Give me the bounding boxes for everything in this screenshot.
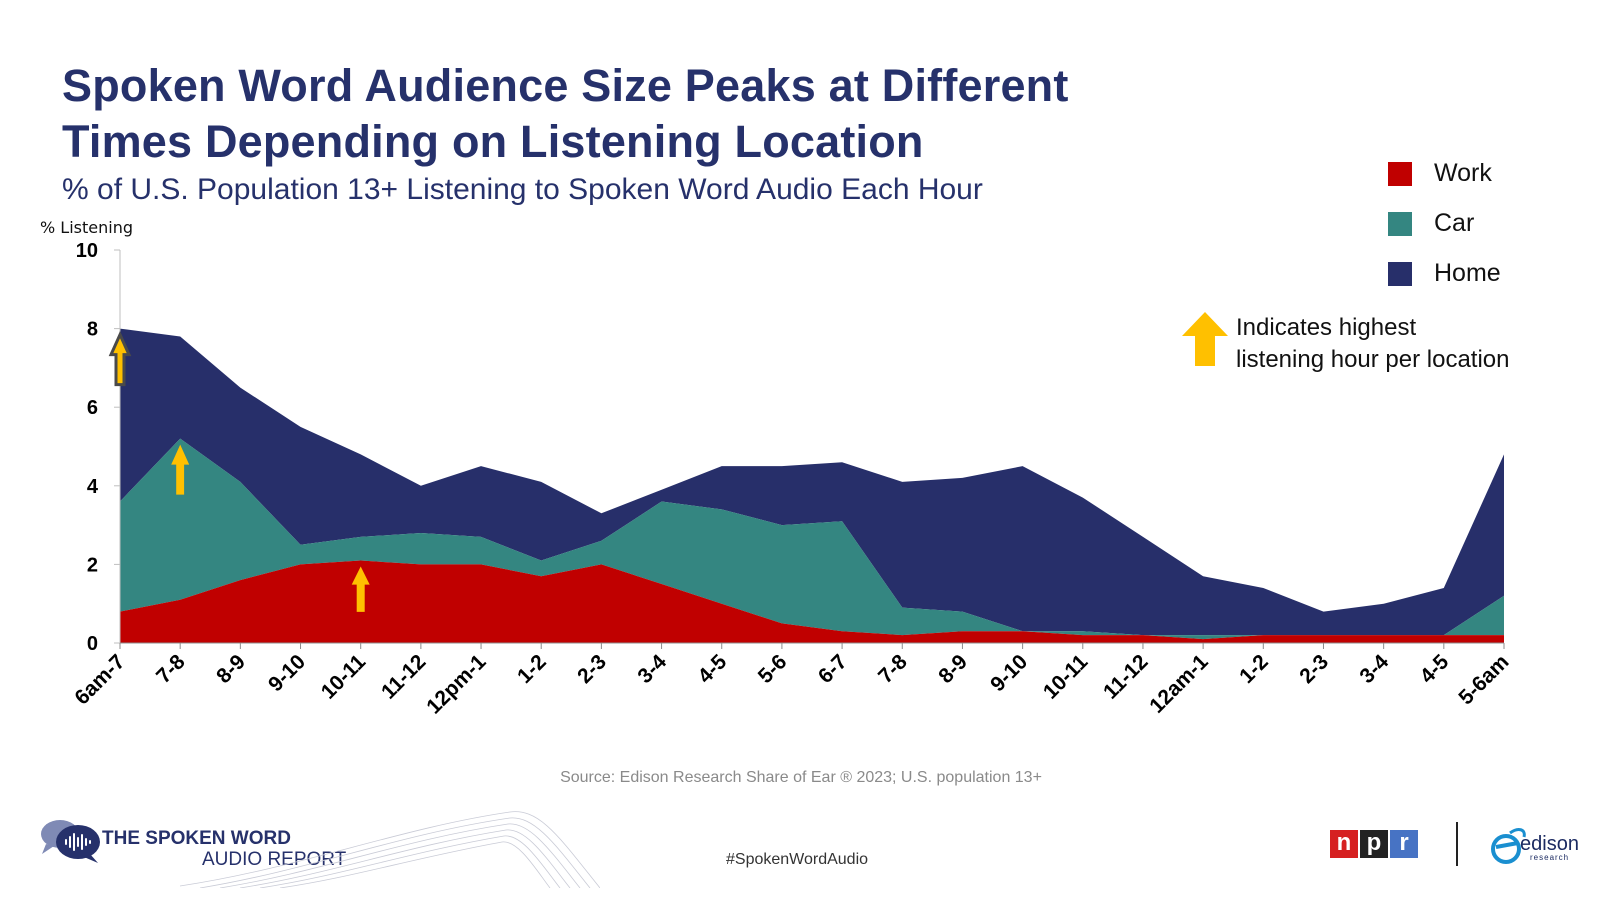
x-tick-label-4: 10-11 bbox=[317, 650, 371, 704]
y-tick-label-10: 10 bbox=[76, 240, 98, 262]
x-tick-label-14: 8-9 bbox=[934, 650, 972, 688]
npr-logo: n p r bbox=[1330, 830, 1420, 858]
x-tick-label-10: 4-5 bbox=[694, 650, 732, 688]
area-work bbox=[120, 560, 1504, 643]
peak-note-line-1: Indicates highest bbox=[1236, 314, 1417, 341]
x-tick-label-17: 11-12 bbox=[1099, 650, 1152, 703]
legend-label-car: Car bbox=[1434, 209, 1475, 237]
y-tick-label-6: 6 bbox=[87, 397, 98, 419]
npr-letter-r: r bbox=[1390, 830, 1418, 858]
npr-letter-n: n bbox=[1330, 830, 1358, 858]
area-car bbox=[120, 438, 1504, 640]
spoken-word-logo: THE SPOKEN WORD AUDIO REPORT bbox=[40, 818, 346, 870]
peak-arrow-car bbox=[171, 444, 190, 495]
peak-arrow-home bbox=[108, 330, 132, 387]
title-line-2: Times Depending on Listening Location bbox=[62, 116, 924, 167]
title-line-1: Spoken Word Audience Size Peaks at Diffe… bbox=[62, 60, 1069, 111]
x-tick-label-8: 2-3 bbox=[573, 650, 611, 688]
y-tick-label-8: 8 bbox=[87, 319, 98, 341]
x-tick-label-23: 5-6am bbox=[1454, 650, 1513, 709]
y-tick-label-2: 2 bbox=[87, 554, 98, 576]
x-tick-label-22: 4-5 bbox=[1416, 650, 1454, 688]
logo-divider bbox=[1456, 822, 1458, 866]
y-tick-label-4: 4 bbox=[87, 476, 99, 498]
edison-mark-icon bbox=[1491, 828, 1526, 864]
legend-swatch-home bbox=[1388, 262, 1412, 286]
x-tick-label-1: 7-8 bbox=[152, 650, 190, 688]
source-note: Source: Edison Research Share of Ear ® 2… bbox=[560, 769, 1042, 786]
y-axis-label: % Listening bbox=[40, 218, 133, 237]
legend-label-home: Home bbox=[1434, 259, 1501, 287]
hashtag: #SpokenWordAudio bbox=[726, 851, 869, 868]
x-tick-label-19: 1-2 bbox=[1235, 650, 1273, 688]
x-tick-label-16: 10-11 bbox=[1039, 650, 1093, 704]
brand-line-2: AUDIO REPORT bbox=[202, 849, 347, 870]
x-tick-label-3: 9-10 bbox=[264, 650, 310, 696]
x-tick-label-11: 5-6 bbox=[754, 650, 792, 688]
edison-sub: research bbox=[1530, 853, 1570, 862]
x-tick-label-9: 3-4 bbox=[633, 650, 671, 688]
x-tick-label-18: 12am-1 bbox=[1145, 650, 1213, 718]
edison-logo: edison research bbox=[1488, 825, 1579, 876]
peak-note-text: Indicates highest listening hour per loc… bbox=[1236, 312, 1576, 376]
brand-line-1: THE SPOKEN WORD bbox=[102, 828, 291, 849]
area-home bbox=[120, 328, 1504, 636]
chart-title: Spoken Word Audience Size Peaks at Diffe… bbox=[62, 58, 1069, 170]
npr-letter-p: p bbox=[1360, 830, 1388, 858]
legend-swatch-car bbox=[1388, 212, 1412, 236]
x-tick-label-6: 12pm-1 bbox=[422, 650, 490, 718]
x-tick-label-2: 8-9 bbox=[212, 650, 250, 688]
x-tick-label-20: 2-3 bbox=[1295, 650, 1333, 688]
peak-arrow-work bbox=[351, 566, 370, 612]
x-tick-label-13: 7-8 bbox=[874, 650, 912, 688]
decorative-wave bbox=[180, 811, 600, 888]
x-tick-label-21: 3-4 bbox=[1355, 650, 1393, 688]
legend-swatch-work bbox=[1388, 162, 1412, 186]
up-arrow-icon bbox=[1182, 312, 1228, 366]
speech-bubble-icon bbox=[41, 820, 100, 863]
chart-subtitle: % of U.S. Population 13+ Listening to Sp… bbox=[62, 173, 983, 206]
y-tick-label-0: 0 bbox=[87, 633, 98, 655]
x-tick-label-15: 9-10 bbox=[986, 650, 1032, 696]
x-tick-label-5: 11-12 bbox=[377, 650, 430, 703]
x-tick-label-12: 6-7 bbox=[814, 650, 852, 688]
legend-label-work: Work bbox=[1434, 159, 1492, 187]
x-tick-label-7: 1-2 bbox=[513, 650, 551, 688]
x-tick-label-0: 6am-7 bbox=[70, 650, 129, 709]
edison-name: edison bbox=[1520, 833, 1579, 855]
peak-note-line-2: listening hour per location bbox=[1236, 346, 1510, 373]
brand-text: THE SPOKEN WORD AUDIO REPORT bbox=[102, 828, 362, 870]
